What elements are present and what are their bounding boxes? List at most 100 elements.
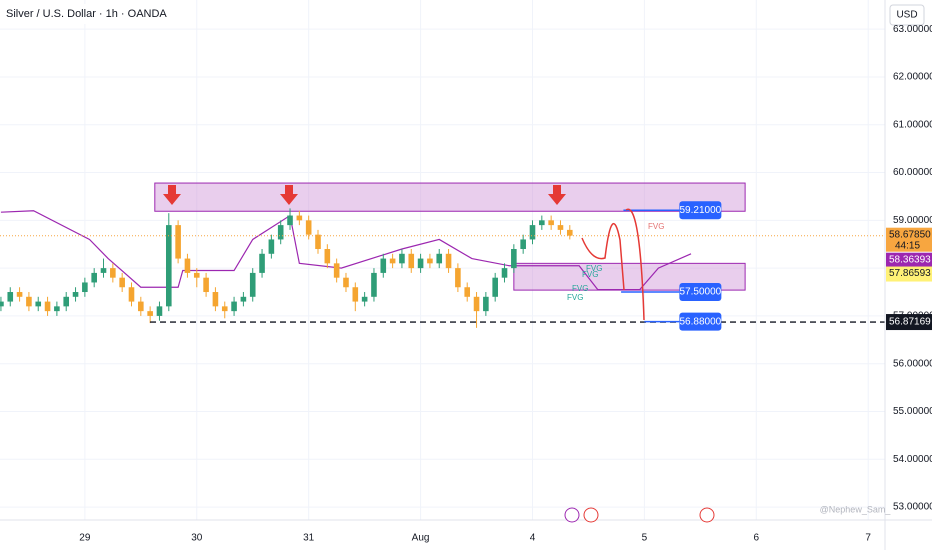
- fvg-label: FVG: [572, 284, 588, 293]
- fvg-label: FVG: [567, 293, 583, 302]
- candle-body: [0, 301, 4, 307]
- candle-body: [91, 272, 97, 283]
- candle-body: [7, 292, 14, 302]
- level-label-bg: [679, 283, 722, 302]
- x-tick-label: 31: [303, 533, 315, 544]
- level-label-bg: [679, 312, 722, 331]
- arrows: [163, 185, 566, 205]
- candle-body: [119, 277, 125, 288]
- event-icon[interactable]: [583, 507, 599, 523]
- y-tick-label: 55.00000: [893, 406, 932, 417]
- currency: USD: [896, 10, 917, 21]
- y-tick-label: 63.00000: [893, 24, 932, 35]
- y-tick-label: 53.00000: [893, 502, 932, 513]
- candle-body: [268, 239, 275, 254]
- candle-body: [231, 301, 237, 312]
- candle-body: [436, 253, 443, 264]
- candle-body: [408, 253, 415, 269]
- x-tick-label: 30: [191, 533, 203, 544]
- candle-body: [240, 296, 247, 302]
- candle-body: [315, 234, 321, 250]
- candle-body: [520, 239, 526, 250]
- projection: [581, 208, 645, 321]
- candle-body: [128, 287, 135, 302]
- price-label-bg: [886, 314, 932, 331]
- candle-body: [539, 220, 545, 226]
- candle-body: [380, 258, 387, 273]
- candle-body: [305, 220, 312, 235]
- y-tick-label: 54.00000: [893, 454, 932, 465]
- candle-body: [287, 215, 293, 226]
- projection-path: [625, 208, 645, 321]
- down-arrow: [163, 185, 181, 205]
- candle-body: [529, 225, 536, 240]
- candle-body: [184, 258, 191, 273]
- y-tick-label: 60.00000: [893, 167, 932, 178]
- fvg-label: FVG: [582, 270, 598, 279]
- chart-title: Silver / U.S. Dollar · 1h · OANDA: [6, 8, 167, 20]
- down-arrow: [280, 185, 298, 205]
- level-label: 59.21000: [680, 205, 722, 216]
- candle-body: [44, 301, 51, 312]
- currency-box[interactable]: [889, 4, 925, 26]
- price-label: 57.86593: [889, 268, 931, 279]
- candle-body: [501, 268, 508, 278]
- candle-body: [333, 263, 340, 278]
- candle-body: [249, 272, 256, 297]
- fvg-label: FVG: [648, 222, 664, 231]
- candle-body: [455, 268, 461, 288]
- candle-body: [483, 296, 489, 312]
- candle-body: [54, 306, 60, 312]
- x-tick-label: 6: [754, 533, 760, 544]
- candle-body: [156, 306, 163, 316]
- y-tick-label: 59.00000: [893, 215, 932, 226]
- candle-body: [566, 229, 573, 236]
- candle-body: [417, 258, 424, 269]
- level-label-bg: [679, 201, 722, 220]
- x-tick-label: 7: [865, 533, 871, 544]
- price-label: 56.87169: [889, 317, 931, 328]
- y-tick-label: 62.00000: [893, 72, 932, 83]
- candle-body: [473, 296, 480, 312]
- candle-body: [343, 277, 349, 288]
- price-label-bg: [886, 252, 932, 268]
- candle-body: [35, 301, 42, 307]
- event-icon[interactable]: [564, 507, 580, 523]
- event-icon[interactable]: [699, 507, 715, 523]
- title-bg: [2, 4, 178, 24]
- candle-body: [389, 258, 396, 264]
- candle-body: [492, 277, 498, 297]
- event-icons: [564, 507, 715, 523]
- level-label: 56.88000: [680, 316, 722, 327]
- x-tick-label: Aug: [412, 533, 430, 544]
- level-label: 57.50000: [680, 287, 722, 298]
- candle-body: [361, 296, 368, 302]
- zone: [154, 182, 746, 212]
- candle-body: [63, 296, 70, 307]
- y-tick-label: 56.00000: [893, 358, 932, 369]
- price-label: 58.67850: [889, 229, 931, 240]
- candle-body: [82, 282, 88, 293]
- candle-body: [147, 311, 153, 316]
- projection-path: [581, 223, 625, 291]
- candle-body: [221, 306, 228, 312]
- candle-body: [26, 296, 32, 307]
- indicator-line: [0, 210, 692, 291]
- price-label-bg: [886, 266, 932, 282]
- candle-body: [352, 287, 359, 302]
- x-tick-label: 5: [642, 533, 648, 544]
- candle-body: [464, 287, 471, 297]
- candle-body: [138, 301, 144, 312]
- countdown: 44:15: [895, 240, 920, 251]
- fvg-label: FVG: [586, 264, 602, 273]
- down-arrow: [548, 185, 566, 205]
- price-label-bg: [886, 227, 932, 252]
- candle-body: [203, 277, 209, 293]
- candle-body: [427, 258, 433, 264]
- y-tick-label: 61.00000: [893, 119, 932, 130]
- candle-body: [165, 225, 172, 307]
- candle-body: [445, 253, 452, 269]
- x-tick-label: 29: [79, 533, 91, 544]
